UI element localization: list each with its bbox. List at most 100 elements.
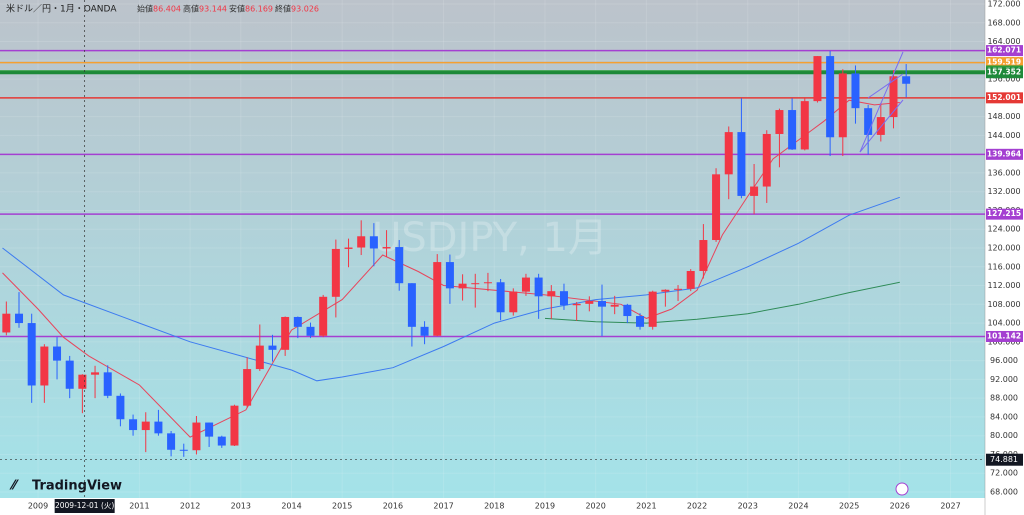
candle-body [788, 110, 797, 150]
y-tick-label: 168.000 [987, 18, 1020, 27]
level-badge [986, 92, 1023, 104]
x-tick-label: 2018 [484, 502, 504, 511]
candle-body [737, 132, 746, 196]
candle-body [864, 108, 873, 135]
level-badge [986, 45, 1023, 57]
candle-body [243, 369, 252, 406]
candle-body [103, 372, 112, 396]
event-icon[interactable] [895, 482, 909, 496]
candle-body [445, 262, 454, 289]
candle-body [699, 240, 708, 271]
candle-body [686, 270, 695, 289]
candle-body [167, 433, 176, 450]
ohlc-value: 93.144 [199, 5, 227, 14]
x-tick-label: 2017 [433, 502, 453, 511]
candle-body [154, 421, 163, 434]
candle-body [357, 236, 366, 248]
moving-average [2, 99, 900, 438]
y-tick-label: 88.000 [990, 394, 1018, 403]
level-label: 157.352 [987, 68, 1021, 77]
ohlc-value: 86.169 [245, 5, 273, 14]
candle-body [53, 346, 62, 361]
level-label: 152.001 [987, 93, 1021, 102]
x-tick-label: 2025 [839, 502, 859, 511]
x-tick-label: 2011 [129, 502, 149, 511]
ohlc-label: 終値 [275, 4, 291, 14]
x-tick-label: 2019 [535, 502, 555, 511]
candle-body [813, 56, 822, 102]
candle-body [420, 326, 429, 336]
y-tick-label: 84.000 [990, 412, 1018, 421]
candle-body [775, 110, 784, 134]
candle-body [433, 262, 442, 336]
candle-body [407, 283, 416, 327]
brand-logo: ⁄⁄ [9, 479, 19, 494]
watermark: USDJPY, 1月 [372, 215, 608, 261]
x-tick-label: 2024 [788, 502, 808, 511]
candle-body [116, 395, 125, 420]
candle-body [496, 282, 505, 313]
candle-body [509, 291, 518, 313]
candle-body [27, 323, 36, 386]
candle-body [724, 132, 733, 175]
candle-body [91, 372, 100, 375]
y-tick-label: 120.000 [987, 244, 1020, 253]
channel-drawing [859, 51, 904, 153]
level-badge [986, 67, 1023, 79]
candle-body [268, 345, 277, 350]
x-tick-label: 2012 [180, 502, 200, 511]
x-tick-label: 2016 [383, 502, 403, 511]
candle-body [306, 326, 315, 336]
y-tick-label: 148.000 [987, 112, 1020, 121]
candle-body [2, 313, 11, 333]
moving-average [2, 196, 900, 382]
candle-body [762, 133, 771, 187]
candle-body [65, 360, 74, 389]
candle-body [800, 101, 809, 150]
candle-body [826, 56, 835, 138]
level-badge [986, 57, 1023, 69]
candle-body [598, 301, 607, 307]
crosshair-date-badge [54, 499, 115, 513]
candle-body [838, 73, 847, 138]
candle-body [559, 291, 568, 306]
symbol: 米ドル／円・1月・OANDA [6, 3, 117, 15]
y-tick-label: 156.000 [987, 75, 1020, 84]
brand: TradingView [32, 479, 122, 494]
candle-body [521, 277, 530, 292]
crosshair-price-badge [986, 453, 1023, 466]
candle-body [661, 289, 670, 292]
y-tick-label: 136.000 [987, 168, 1020, 177]
ohlc-label: 安値 [229, 4, 245, 14]
candle-body [319, 296, 328, 336]
candle-body [230, 405, 239, 446]
candle-body [129, 419, 138, 431]
candle-body [483, 282, 492, 284]
candle-body [534, 277, 543, 297]
y-tick-label: 104.000 [987, 319, 1020, 328]
y-tick-label: 80.000 [990, 431, 1018, 440]
y-tick-label: 164.000 [987, 37, 1020, 46]
candle-body [192, 422, 201, 451]
level-label: 101.142 [987, 331, 1021, 340]
candle-body [331, 248, 340, 297]
candle-body [217, 436, 226, 446]
candle-body [293, 316, 302, 327]
candle-body [78, 374, 87, 389]
candle-body [572, 303, 581, 306]
x-tick-label: 2021 [636, 502, 656, 511]
candle-body [141, 421, 150, 431]
candle-body [15, 313, 24, 324]
time-axis [0, 498, 985, 515]
candle-body [344, 247, 353, 249]
candle-body [585, 301, 594, 304]
y-tick-label: 124.000 [987, 225, 1020, 234]
moving-average [544, 281, 900, 324]
candle-body [40, 346, 49, 386]
level-label: 159.519 [987, 58, 1021, 67]
ohlc-value: 93.026 [291, 5, 319, 14]
candle-body [610, 304, 619, 307]
candle-body [648, 291, 657, 327]
candle-body [674, 288, 683, 290]
